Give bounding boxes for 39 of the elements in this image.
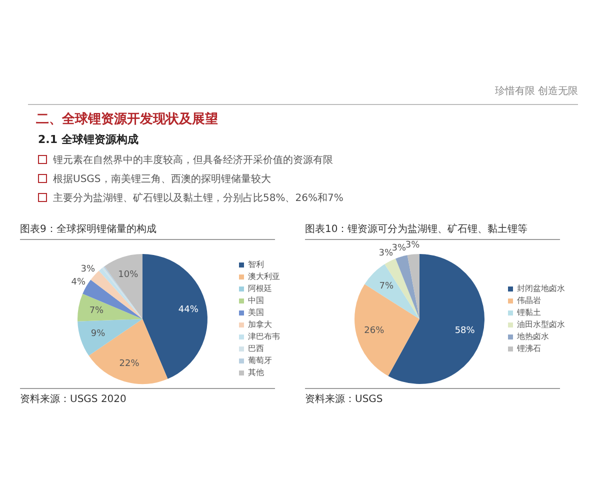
- legend-label: 伟晶岩: [517, 296, 541, 306]
- legend-label: 锂沸石: [516, 344, 541, 354]
- data-label: 9%: [90, 328, 106, 339]
- legend-label: 其他: [248, 368, 264, 378]
- legend-label: 智利: [248, 260, 264, 270]
- data-label: 3%: [392, 243, 406, 254]
- data-label: 4%: [71, 277, 86, 288]
- text: 资料来源：USGS: [305, 388, 560, 406]
- text: 根据USGS，南美锂三角、西澳的探明锂储量较大: [52, 172, 272, 186]
- legend-label: 巴西: [248, 344, 264, 354]
- data-label: 7%: [379, 281, 394, 292]
- text: 资料来源：USGS 2020: [20, 388, 275, 406]
- data-label: 3%: [405, 240, 420, 251]
- legend-label: 葡萄牙: [248, 356, 272, 366]
- data-label: 26%: [364, 326, 385, 336]
- legend-label: 阿根廷: [248, 284, 272, 294]
- legend-label: 中国: [248, 296, 264, 306]
- text: 2.1 全球锂资源构成: [38, 132, 138, 147]
- text: 锂元素在自然界中的丰度较高，但具备经济开采价值的资源有限: [52, 154, 334, 168]
- legend-label: 澳大利亚: [248, 272, 280, 282]
- legend-label: 加拿大: [248, 320, 272, 330]
- legend-label: 津巴布韦: [248, 332, 280, 342]
- data-label: 3%: [80, 264, 96, 274]
- data-label: 44%: [178, 305, 199, 316]
- data-label: 7%: [89, 306, 104, 316]
- data-label: 58%: [454, 326, 476, 336]
- legend-label: 美国: [248, 308, 264, 318]
- data-label: 3%: [378, 248, 394, 258]
- text: 主要分为盐湖锂、矿石锂以及黏土锂，分别占比58%、26%和7%: [52, 192, 344, 206]
- legend-label: 油田水型卤水: [517, 320, 565, 330]
- legend-label: 地热卤水: [516, 332, 549, 342]
- text: 珍惜有限 创造无限: [494, 84, 578, 98]
- chart-title: 图表9：全球探明锂储量的构成: [20, 222, 275, 240]
- data-label: 10%: [118, 270, 139, 280]
- legend-label: 封闭盆地卤水: [517, 284, 565, 294]
- text: 二、全球锂资源开发现状及展望: [36, 110, 218, 128]
- legend-label: 锂黏土: [516, 308, 541, 318]
- data-label: 22%: [119, 359, 140, 370]
- chart-title: 图表10：锂资源可分为盐湖锂、矿石锂、黏土锂等: [305, 222, 560, 240]
